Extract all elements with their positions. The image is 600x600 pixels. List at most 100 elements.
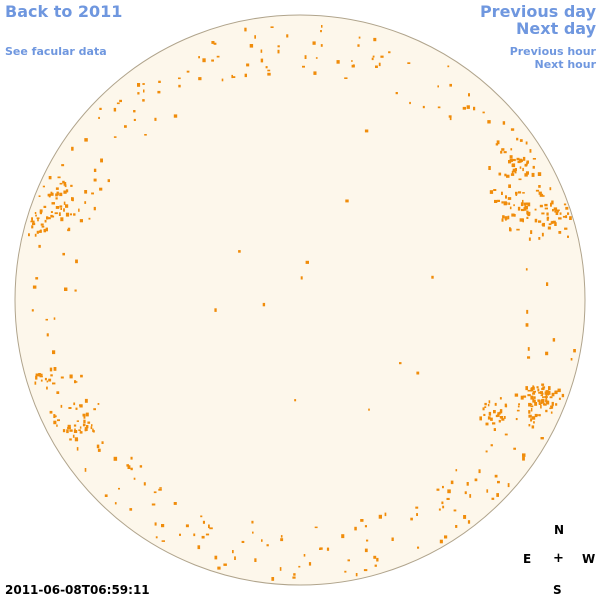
facula-speck bbox=[93, 408, 96, 411]
facula-speck bbox=[28, 233, 30, 237]
facula-speck bbox=[178, 84, 181, 88]
facula-speck bbox=[517, 405, 520, 408]
facula-speck bbox=[546, 282, 549, 286]
facula-speck bbox=[315, 57, 318, 59]
facula-speck bbox=[510, 148, 513, 151]
facula-speck bbox=[254, 558, 257, 562]
facula-speck bbox=[515, 191, 518, 195]
facula-speck bbox=[551, 392, 555, 397]
facula-speck bbox=[507, 483, 510, 488]
facula-speck bbox=[570, 358, 573, 361]
previous-day-link[interactable]: Previous day bbox=[479, 2, 596, 21]
facula-speck bbox=[71, 197, 73, 201]
facula-speck bbox=[512, 158, 516, 162]
facula-speck bbox=[179, 533, 181, 536]
facula-speck bbox=[39, 211, 42, 215]
facula-speck bbox=[74, 428, 76, 431]
facula-speck bbox=[509, 155, 513, 159]
facula-speck bbox=[534, 402, 538, 406]
facula-speck bbox=[494, 199, 498, 203]
facula-speck bbox=[547, 390, 551, 395]
facula-speck bbox=[496, 493, 499, 497]
facula-speck bbox=[286, 34, 289, 38]
facula-speck bbox=[69, 438, 72, 441]
facula-speck bbox=[142, 83, 145, 85]
facula-speck bbox=[45, 227, 48, 232]
facula-speck bbox=[469, 494, 472, 498]
facula-speck bbox=[534, 208, 537, 211]
facula-speck bbox=[442, 505, 445, 509]
facula-speck bbox=[320, 30, 322, 33]
back-to-year-link[interactable]: Back to 2011 bbox=[5, 2, 123, 21]
facula-speck bbox=[50, 374, 53, 377]
facula-speck bbox=[39, 375, 43, 378]
facula-speck bbox=[529, 149, 532, 153]
facula-speck bbox=[535, 189, 540, 192]
facula-speck bbox=[53, 367, 57, 371]
facula-speck bbox=[485, 422, 489, 426]
facula-speck bbox=[511, 163, 516, 168]
facula-speck bbox=[39, 229, 42, 233]
facula-speck bbox=[64, 287, 68, 291]
facula-speck bbox=[505, 218, 507, 221]
facula-speck bbox=[293, 573, 296, 576]
facula-speck bbox=[410, 517, 413, 521]
facula-speck bbox=[373, 555, 377, 559]
facula-speck bbox=[84, 428, 87, 432]
compass-north-label: N bbox=[554, 523, 565, 537]
facula-speck bbox=[466, 482, 469, 486]
facula-speck bbox=[542, 396, 545, 398]
next-day-link[interactable]: Next day bbox=[516, 19, 596, 38]
facula-speck bbox=[503, 151, 507, 154]
facula-speck bbox=[441, 501, 444, 505]
see-facular-data-link[interactable]: See facular data bbox=[5, 45, 107, 58]
facula-speck bbox=[516, 409, 520, 412]
facula-speck bbox=[502, 121, 506, 125]
facula-speck bbox=[527, 347, 530, 351]
facula-speck bbox=[72, 434, 75, 438]
facula-speck bbox=[541, 383, 545, 386]
facula-speck bbox=[537, 399, 540, 402]
facula-speck bbox=[563, 203, 567, 206]
facula-speck bbox=[506, 174, 510, 178]
facula-speck bbox=[62, 252, 65, 256]
facula-speck bbox=[93, 168, 97, 172]
facula-speck bbox=[532, 392, 536, 395]
facula-speck bbox=[254, 35, 256, 39]
facula-speck bbox=[357, 44, 360, 47]
facula-speck bbox=[364, 548, 368, 553]
facula-speck bbox=[267, 69, 271, 72]
facula-speck bbox=[544, 391, 547, 395]
facula-speck bbox=[51, 202, 55, 205]
facula-speck bbox=[173, 502, 177, 505]
facula-speck bbox=[455, 525, 458, 528]
facula-speck bbox=[371, 57, 374, 61]
facula-speck bbox=[74, 437, 78, 442]
facula-speck bbox=[438, 508, 441, 511]
facula-speck bbox=[531, 172, 535, 177]
facula-speck bbox=[294, 399, 297, 402]
facula-speck bbox=[518, 178, 522, 181]
previous-hour-link[interactable]: Previous hour bbox=[509, 45, 596, 58]
next-hour-link[interactable]: Next hour bbox=[534, 58, 597, 71]
facula-speck bbox=[490, 444, 493, 447]
facula-speck bbox=[478, 469, 481, 474]
compass-center-crosshair: + bbox=[553, 551, 564, 566]
compass-south-label: S bbox=[553, 583, 562, 597]
facula-speck bbox=[376, 557, 379, 562]
facula-speck bbox=[107, 179, 110, 183]
facula-speck bbox=[143, 482, 146, 486]
facula-speck bbox=[497, 480, 500, 484]
facula-speck bbox=[522, 218, 524, 223]
facula-speck bbox=[484, 402, 487, 406]
facula-speck bbox=[232, 76, 236, 78]
facula-speck bbox=[76, 447, 79, 451]
facula-speck bbox=[545, 351, 549, 356]
facula-speck bbox=[44, 219, 47, 223]
facula-speck bbox=[232, 550, 234, 554]
facula-speck bbox=[30, 220, 34, 223]
facula-speck bbox=[502, 215, 505, 219]
facula-speck bbox=[462, 106, 466, 110]
facula-speck bbox=[552, 209, 554, 212]
facula-speck bbox=[500, 150, 503, 154]
